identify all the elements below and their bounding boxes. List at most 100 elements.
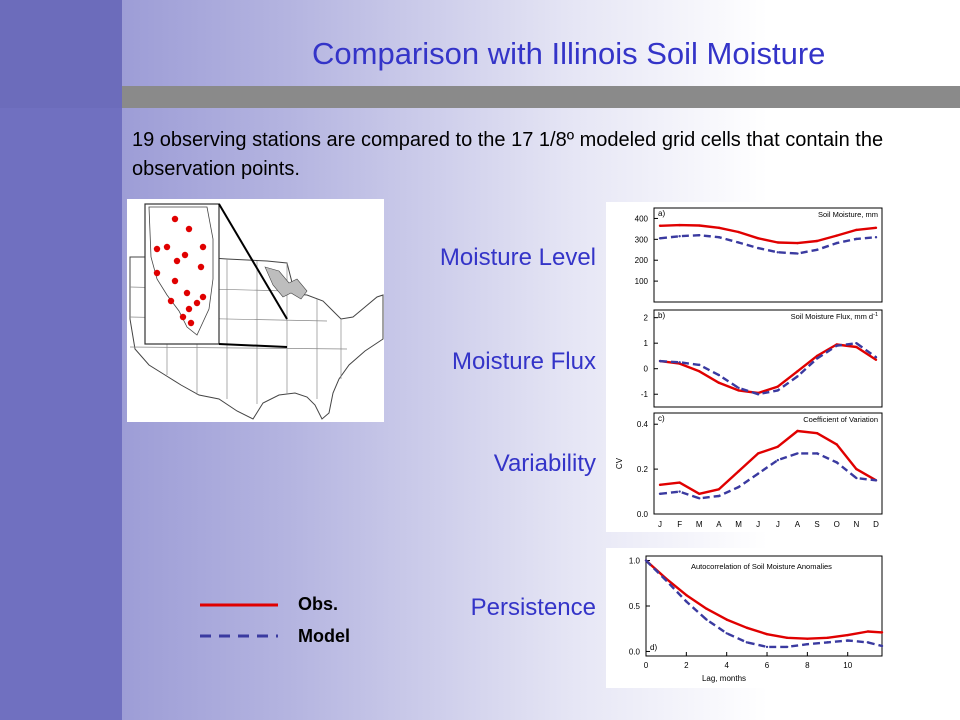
panel-title: Coefficient of Variation <box>803 415 878 424</box>
obs-point <box>796 241 799 245</box>
model-point <box>717 236 721 239</box>
obs-point <box>698 224 701 227</box>
y-axis-label: CV <box>615 457 624 469</box>
model-point <box>855 341 858 345</box>
obs-point <box>776 241 780 244</box>
y-tick-label: 300 <box>635 235 649 244</box>
obs-point <box>678 481 681 484</box>
model-point <box>664 579 668 582</box>
model-point <box>698 363 701 367</box>
x-tick-label: M <box>735 520 742 529</box>
model-point <box>835 241 838 245</box>
model-point <box>705 618 708 621</box>
y-tick-label: 0.5 <box>629 602 641 611</box>
series-obs-line <box>659 429 877 495</box>
x-tick-label: 0 <box>644 661 649 670</box>
model-point <box>785 645 789 649</box>
chart-coefficient-of-variation: 0.4 0.2 0.0 c) Coefficient of Variation CV J F M… <box>615 412 883 529</box>
model-point <box>815 452 819 455</box>
panel-tag: b) <box>658 311 665 320</box>
plot-frame <box>653 207 883 303</box>
obs-point <box>855 467 858 471</box>
obs-point <box>776 385 780 388</box>
obs-point <box>698 492 701 495</box>
obs-point <box>835 234 838 237</box>
model-point <box>658 492 662 495</box>
model-point <box>698 497 701 500</box>
series-model-line <box>659 342 877 396</box>
series-obs-line <box>659 223 877 245</box>
obs-point <box>717 226 721 230</box>
station-map-graphic <box>127 199 384 422</box>
model-point <box>756 246 760 250</box>
obs-point <box>717 381 721 384</box>
model-point <box>658 359 662 363</box>
model-point <box>717 494 721 498</box>
title-rule <box>122 86 960 108</box>
y-tick-label: 0.0 <box>637 510 649 519</box>
x-tick-label: O <box>834 520 840 529</box>
obs-point <box>737 470 740 473</box>
x-tick-label: D <box>873 520 879 529</box>
model-point <box>835 344 838 347</box>
label-persistence: Persistence <box>470 594 596 621</box>
obs-point <box>806 637 809 640</box>
model-point <box>725 632 728 635</box>
x-tick-label: 2 <box>684 661 689 670</box>
obs-point <box>725 618 728 621</box>
model-point <box>796 452 799 455</box>
obs-point <box>866 630 870 633</box>
y-tick-label: 0 <box>644 365 649 374</box>
model-point <box>796 375 799 378</box>
model-point <box>874 356 878 359</box>
model-point <box>765 645 769 649</box>
panel-coefficient-of-variation: 0.4 0.2 0.0 c) Coefficient of Variation CV J F M… <box>606 410 888 532</box>
chart-autocorrelation: 1.0 0.5 0.0 d) Autocorrelation of Soil Moist… <box>629 555 884 683</box>
obs-point <box>826 636 829 640</box>
y-tick-label: 200 <box>635 256 649 265</box>
obs-point <box>717 488 721 491</box>
obs-point <box>796 429 799 433</box>
panel-title: Soil Moisture, mm <box>818 210 878 219</box>
model-point <box>678 361 681 364</box>
x-tick-label: M <box>696 520 703 529</box>
model-point <box>776 251 780 254</box>
series-model-line <box>659 234 877 255</box>
y-tick-label: 1 <box>644 339 649 348</box>
y-tick-label: 0.2 <box>637 465 649 474</box>
x-tick-label: J <box>776 520 780 529</box>
obs-point <box>685 593 688 597</box>
model-point <box>776 389 780 392</box>
x-tick-label: 10 <box>843 661 852 670</box>
model-point <box>855 476 858 480</box>
panel-soil-moisture: 400 300 200 100 a) Soil Moisture, mm <box>606 202 888 307</box>
obs-point <box>815 354 819 358</box>
label-variability: Variability <box>493 450 596 477</box>
chart-soil-moisture: 400 300 200 100 a) Soil Moisture, mm <box>635 207 883 303</box>
label-moisture-level: Moisture Level <box>439 244 596 271</box>
y-tick-label: 1.0 <box>629 557 641 566</box>
obs-point <box>815 432 819 435</box>
obs-point <box>874 226 878 230</box>
x-tick-label: 8 <box>805 661 810 670</box>
legend-obs-label: Obs. <box>298 594 339 614</box>
plot-frame <box>653 412 883 515</box>
model-point <box>756 472 760 475</box>
obs-point <box>737 230 740 234</box>
model-point <box>678 490 681 493</box>
x-tick-label: 4 <box>724 661 729 670</box>
obs-point <box>737 389 740 392</box>
obs-point <box>855 345 858 349</box>
obs-point <box>880 631 884 634</box>
x-tick-label: 6 <box>765 661 770 670</box>
station-map <box>127 199 384 422</box>
obs-point <box>705 607 708 610</box>
panel-title-superscript: -1 <box>873 312 878 318</box>
model-point <box>815 248 819 251</box>
x-tick-label: F <box>677 520 682 529</box>
obs-point <box>855 228 858 232</box>
model-point <box>815 357 819 360</box>
obs-point <box>745 626 749 630</box>
panel-title: Soil Moisture Flux, mm d-1 <box>791 312 878 321</box>
model-point <box>737 241 740 244</box>
